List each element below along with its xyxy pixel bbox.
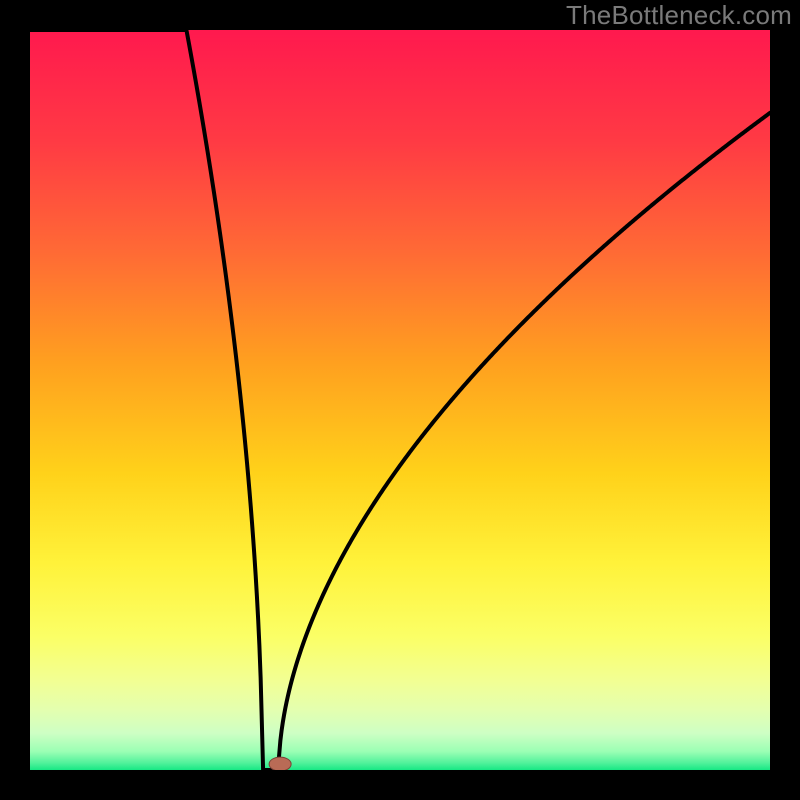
- chart-stage: TheBottleneck.com: [0, 0, 800, 800]
- cusp-marker: [269, 757, 291, 771]
- chart-svg: [0, 0, 800, 800]
- chart-background-gradient: [30, 30, 770, 770]
